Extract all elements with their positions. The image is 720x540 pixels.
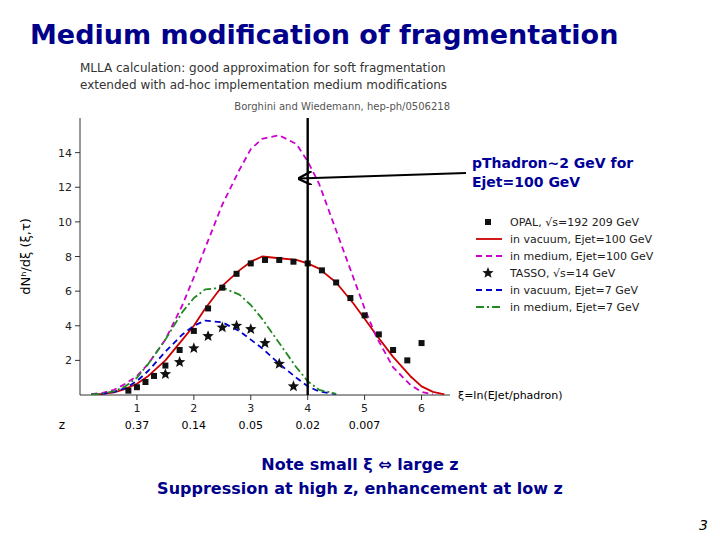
annotation: Ejet=100 GeV [472, 174, 580, 190]
x2-tick-label: 0.02 [295, 419, 320, 432]
plot-area [91, 118, 444, 395]
x-tick-label: 1 [133, 402, 140, 415]
page-number: 3 [699, 517, 708, 533]
x-tick [250, 395, 251, 400]
data-point [248, 260, 254, 266]
subtitle: extended with ad-hoc implementation medi… [80, 78, 447, 92]
y-tick [75, 256, 80, 257]
data-point [234, 271, 240, 277]
data-point [231, 320, 242, 331]
data-point [274, 358, 285, 369]
series-line [91, 135, 433, 394]
y-tick-label: 8 [65, 251, 72, 264]
legend-label: in medium, Ejet=100 GeV [510, 250, 654, 263]
y-label: dNʰ/dξ (ξ,τ) [18, 218, 33, 295]
data-point [333, 279, 339, 285]
legend-line [476, 306, 502, 308]
data-point [217, 321, 228, 332]
data-point [177, 347, 183, 353]
data-point [404, 357, 410, 363]
data-point [202, 330, 213, 341]
legend-marker [482, 267, 493, 278]
data-point [205, 305, 211, 311]
data-point [290, 259, 296, 265]
y-tick-label: 4 [65, 320, 72, 333]
x-tick-label: 4 [304, 402, 311, 415]
legend-label: in vacuum, Ejet=7 GeV [510, 284, 639, 297]
legend: OPAL, √s=192 209 GeV in vacuum, Ejet=100 … [476, 216, 654, 314]
x2-tick-label: 0.05 [239, 419, 264, 432]
data-point [191, 328, 197, 334]
series-line [91, 288, 336, 395]
title: Medium modification of fragmentation [30, 19, 618, 50]
x2-label: z [59, 418, 65, 432]
chart: Medium modification of fragmentation MLLA… [0, 0, 720, 540]
x-tick [136, 395, 137, 400]
data-point [162, 363, 168, 369]
x-tick [421, 395, 422, 400]
y-tick-label: 10 [58, 216, 72, 229]
legend-marker [485, 219, 491, 225]
data-point [125, 388, 131, 394]
y-tick [75, 152, 80, 153]
x-label: ξ=ln(EJet/phadron) [458, 389, 563, 402]
y-tick-label: 12 [58, 181, 72, 194]
data-point [262, 257, 268, 263]
data-point [419, 340, 425, 346]
x-tick-label: 3 [247, 402, 254, 415]
data-point [160, 368, 171, 379]
footer: Suppression at high z, enhancement at lo… [157, 479, 563, 498]
x-axis [80, 395, 450, 396]
x2-tick-label: 0.007 [349, 419, 381, 432]
subtitle: MLLA calculation: good approximation for… [80, 61, 446, 75]
x-tick [307, 395, 308, 400]
x2-tick-label: 0.14 [182, 419, 207, 432]
data-point [276, 257, 282, 263]
y-tick [75, 187, 80, 188]
legend-label: OPAL, √s=192 209 GeV [510, 216, 639, 229]
data-point [188, 342, 199, 353]
y-tick [75, 291, 80, 292]
data-point [390, 347, 396, 353]
y-tick [75, 325, 80, 326]
x-tick-label: 2 [190, 402, 197, 415]
vertical-line [306, 118, 308, 395]
x-tick-label: 6 [418, 402, 425, 415]
y-tick [75, 360, 80, 361]
data-point [219, 285, 225, 291]
x-tick [193, 395, 194, 400]
y-tick-label: 14 [58, 147, 72, 160]
legend-line [476, 289, 502, 291]
data-point [245, 323, 256, 334]
y-tick-label: 2 [65, 354, 72, 367]
data-point [142, 379, 148, 385]
legend-label: in medium, Ejet=7 GeV [510, 301, 640, 314]
x2-tick-label: 0.37 [125, 419, 150, 432]
y-tick-label: 6 [65, 285, 72, 298]
data-point [134, 384, 140, 390]
x-tick-label: 5 [361, 402, 368, 415]
annotation: pThadron~2 GeV for [472, 155, 633, 171]
legend-label: in vacuum, Ejet=100 GeV [510, 233, 653, 246]
data-point [259, 337, 270, 348]
data-point [174, 356, 185, 367]
y-tick [75, 221, 80, 222]
legend-label: TASSO, √s=14 GeV [509, 267, 616, 280]
legend-line [476, 255, 502, 257]
x-tick [364, 395, 365, 400]
annotation-arrow [299, 173, 466, 179]
data-point [376, 331, 382, 337]
data-point [347, 295, 353, 301]
data-point [319, 267, 325, 273]
legend-line [476, 238, 502, 240]
series-line [91, 257, 444, 395]
footer: Note small ξ ⇔ large z [261, 455, 458, 474]
data-point [288, 380, 299, 391]
reference: Borghini and Wiedemann, hep-ph/0506218 [234, 101, 450, 112]
data-point [151, 373, 157, 379]
data-point [362, 312, 368, 318]
